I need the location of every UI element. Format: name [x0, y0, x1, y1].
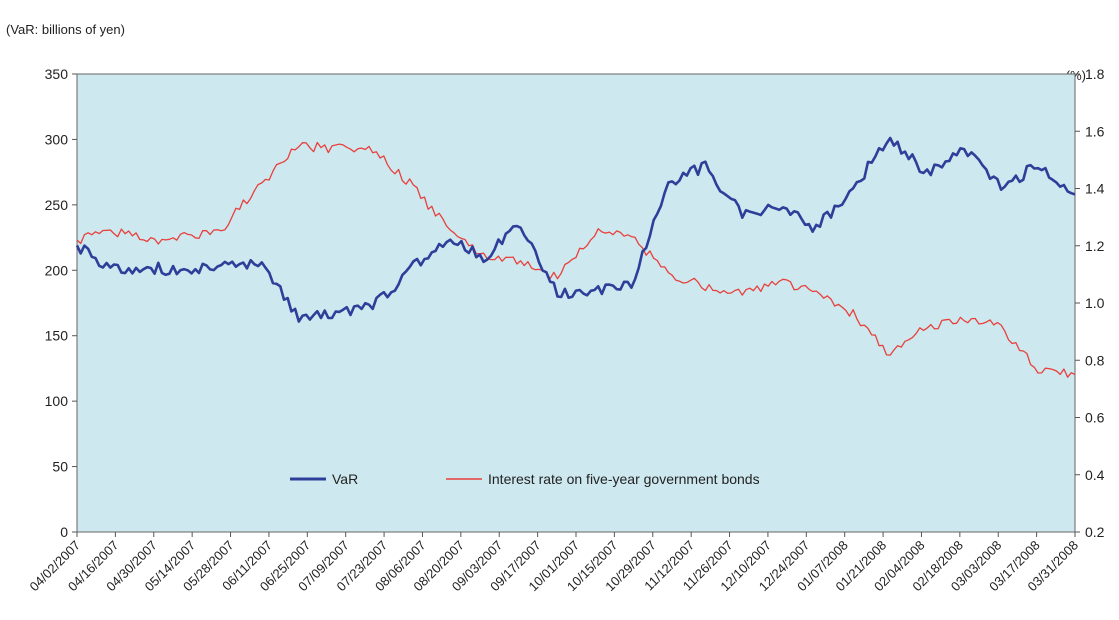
left-tick-label: 0 [60, 524, 68, 540]
left-tick-label: 250 [45, 197, 69, 213]
right-tick-label: 1.6 [1085, 123, 1105, 139]
right-tick-label: 0.2 [1085, 524, 1105, 540]
left-axis-label: (VaR: billions of yen) [6, 22, 125, 37]
right-tick-label: 0.8 [1085, 352, 1105, 368]
series-line-var [75, 136, 1076, 323]
right-y-axis: 0.2 0.4 0.6 0.8 1.0 1.2 1.4 1.6 1.8 [1075, 66, 1105, 540]
legend: VaR Interest rate on five-year governmen… [290, 471, 760, 487]
right-tick-label: 1.2 [1085, 238, 1105, 254]
left-tick-label: 200 [45, 262, 69, 278]
series-line-interest-rate [76, 141, 1076, 378]
right-tick-label: 0.4 [1085, 467, 1105, 483]
right-tick-label: 1.8 [1085, 66, 1105, 82]
series-layer [75, 136, 1076, 378]
plot-area [76, 73, 1076, 533]
left-tick-label: 350 [45, 66, 69, 82]
right-tick-label: 0.6 [1085, 410, 1105, 426]
right-tick-label: 1.4 [1085, 181, 1105, 197]
right-tick-label: 1.0 [1085, 295, 1105, 311]
left-y-axis: 0 50 100 150 200 250 300 350 [45, 66, 77, 540]
legend-label-var: VaR [332, 471, 358, 487]
left-tick-label: 50 [52, 459, 68, 475]
x-axis: 04/02/200704/16/200704/30/200705/14/2007… [26, 532, 1081, 594]
left-tick-label: 300 [45, 131, 69, 147]
legend-label-interest-rate: Interest rate on five-year government bo… [488, 471, 760, 487]
left-tick-label: 150 [45, 328, 69, 344]
left-tick-label: 100 [45, 393, 69, 409]
